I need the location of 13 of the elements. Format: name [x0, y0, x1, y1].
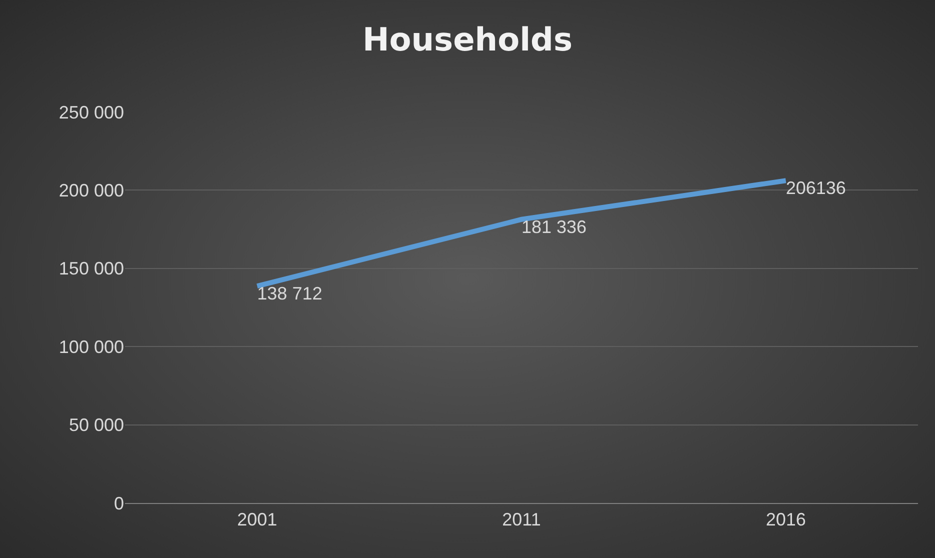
data-label: 138 712 [257, 284, 322, 304]
y-tick-label: 150 000 [58, 258, 124, 279]
y-tick-label: 50 000 [68, 415, 124, 436]
x-tick-label: 2001 [237, 510, 278, 530]
y-tick-label: 200 000 [58, 180, 124, 200]
data-label: 181 336 [522, 216, 587, 237]
y-tick-label: 100 000 [58, 336, 124, 357]
x-tick-label: 2011 [502, 510, 541, 530]
chart-title: Households [362, 20, 572, 58]
y-tick-label: 250 000 [58, 102, 124, 122]
x-tick-label: 2016 [766, 510, 806, 530]
data-label: 206136 [786, 178, 846, 198]
y-tick-label: 0 [114, 493, 124, 514]
